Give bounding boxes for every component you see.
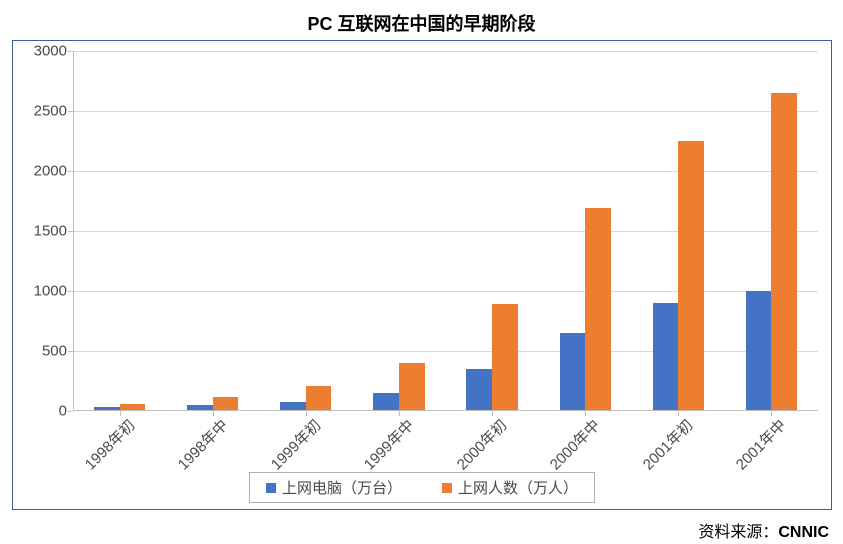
bar [492,304,518,411]
plot-area: 0500100015002000250030001998年初1998年中1999… [73,51,818,411]
bar [560,333,586,411]
legend: 上网电脑（万台） 上网人数（万人） [249,472,595,503]
bar [306,386,332,411]
chart-title: PC 互联网在中国的早期阶段 [0,0,843,36]
bar [678,141,704,411]
xtick-label: 1998年初 [79,415,139,475]
chart-frame: 0 500 1000 1500 2000 2500 3000 1998年初 1998年中 1999… [12,40,832,510]
ytick-label: 1000 [34,283,67,300]
legend-label-series1: 上网电脑（万台） [282,477,402,498]
xtick-label: 1999年中 [359,415,419,475]
xtick-label: 2000年中 [545,415,605,475]
x-axis-line [73,410,818,411]
bar [213,397,239,411]
chart-container: PC 互联网在中国的早期阶段 0 500 1000 1500 2000 2500 3000 1… [0,0,843,544]
ytick-label: 500 [42,343,67,360]
source-value: CNNIC [778,524,829,541]
xtick-label: 2001年初 [638,415,698,475]
xtick-label: 1999年初 [265,415,325,475]
y-axis-line [73,51,74,411]
source-text: 资料来源：CNNIC [698,518,829,542]
ytick-label: 0 [59,403,67,420]
ytick-label: 2000 [34,163,67,180]
xtick-label: 2001年中 [731,415,791,475]
ytick-label: 1500 [34,223,67,240]
bar [399,363,425,411]
bar [771,93,797,411]
bar [653,303,679,411]
legend-item-series2: 上网人数（万人） [442,477,578,498]
bars-layer [73,51,818,411]
bar [373,393,399,411]
ytick-label: 3000 [34,43,67,60]
legend-label-series2: 上网人数（万人） [458,477,578,498]
xtick-label: 1998年中 [172,415,232,475]
xtick-label: 2000年初 [452,415,512,475]
source-prefix: 资料来源： [698,524,778,541]
bar [746,291,772,411]
ytick-label: 2500 [34,103,67,120]
legend-swatch-series1 [266,483,276,493]
bar [585,208,611,411]
legend-item-series1: 上网电脑（万台） [266,477,402,498]
bar [466,369,492,411]
legend-swatch-series2 [442,483,452,493]
